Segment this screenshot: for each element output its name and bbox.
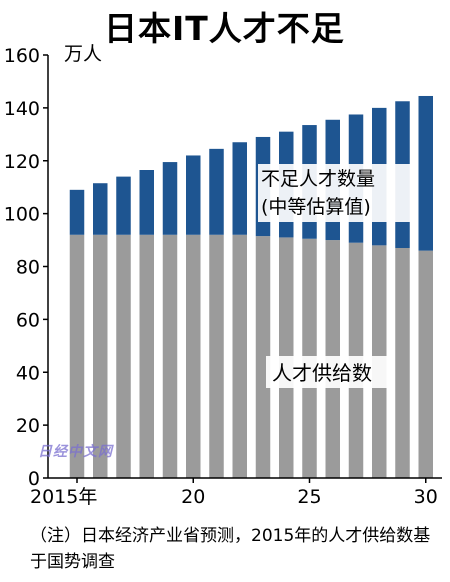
x-tick-label: 30 xyxy=(414,486,438,508)
watermark-logo: 日经中文网 xyxy=(38,444,113,460)
bars-group xyxy=(69,95,433,478)
y-tick-label: 40 xyxy=(16,362,40,384)
supply-label-backdrop xyxy=(266,356,392,388)
supply-bar-segment xyxy=(139,234,154,478)
y-unit-label: 万人 xyxy=(64,43,102,65)
shortage-label-line2: (中等估算值) xyxy=(261,196,371,218)
shortage-label-line1: 不足人才数量 xyxy=(261,168,375,190)
y-axis: 0 20 40 60 80 100 120 140 160 xyxy=(4,45,49,490)
supply-bar-segment xyxy=(93,234,108,478)
x-tick-label: 25 xyxy=(297,486,321,508)
y-tick-label: 20 xyxy=(16,415,40,437)
shortage-bar-segment xyxy=(186,155,201,235)
shortage-bar-segment xyxy=(162,162,178,235)
supply-bar-segment xyxy=(69,234,85,478)
shortage-bar-segment xyxy=(93,183,108,235)
supply-label: 人才供给数 xyxy=(272,361,372,385)
y-tick-label: 140 xyxy=(4,98,40,120)
shortage-bar-segment xyxy=(69,189,85,235)
footnote: （注）日本经济产业省预测，2015年的人才供给数基于国势调查 xyxy=(30,526,431,572)
x-tick-label: 2015年 xyxy=(30,486,97,508)
shortage-bar-segment xyxy=(418,95,433,251)
supply-bar-segment xyxy=(116,234,131,478)
y-tick-label: 80 xyxy=(16,257,40,279)
y-tick-label: 60 xyxy=(16,309,40,331)
shortage-bar-segment xyxy=(209,148,224,235)
shortage-bar-segment xyxy=(139,170,154,235)
supply-bar-segment xyxy=(255,236,271,478)
x-tick-label: 20 xyxy=(181,486,205,508)
shortage-label-backdrop xyxy=(258,164,414,222)
supply-bar-segment xyxy=(209,234,224,478)
supply-bar-segment xyxy=(186,234,201,478)
y-tick-label: 100 xyxy=(4,204,40,226)
y-tick-label: 120 xyxy=(4,151,40,173)
y-tick-label: 0 xyxy=(28,468,40,490)
shortage-bar-segment xyxy=(232,142,247,235)
supply-bar-segment xyxy=(395,247,410,478)
supply-bar-segment xyxy=(232,234,247,478)
shortage-bar-segment xyxy=(116,176,131,235)
y-tick-label: 160 xyxy=(4,45,40,67)
chart-title: 日本IT人才不足 xyxy=(104,9,345,48)
x-axis: 2015年 20 25 30 xyxy=(30,477,442,508)
supply-bar-segment xyxy=(162,234,178,478)
supply-bar-segment xyxy=(418,250,433,478)
